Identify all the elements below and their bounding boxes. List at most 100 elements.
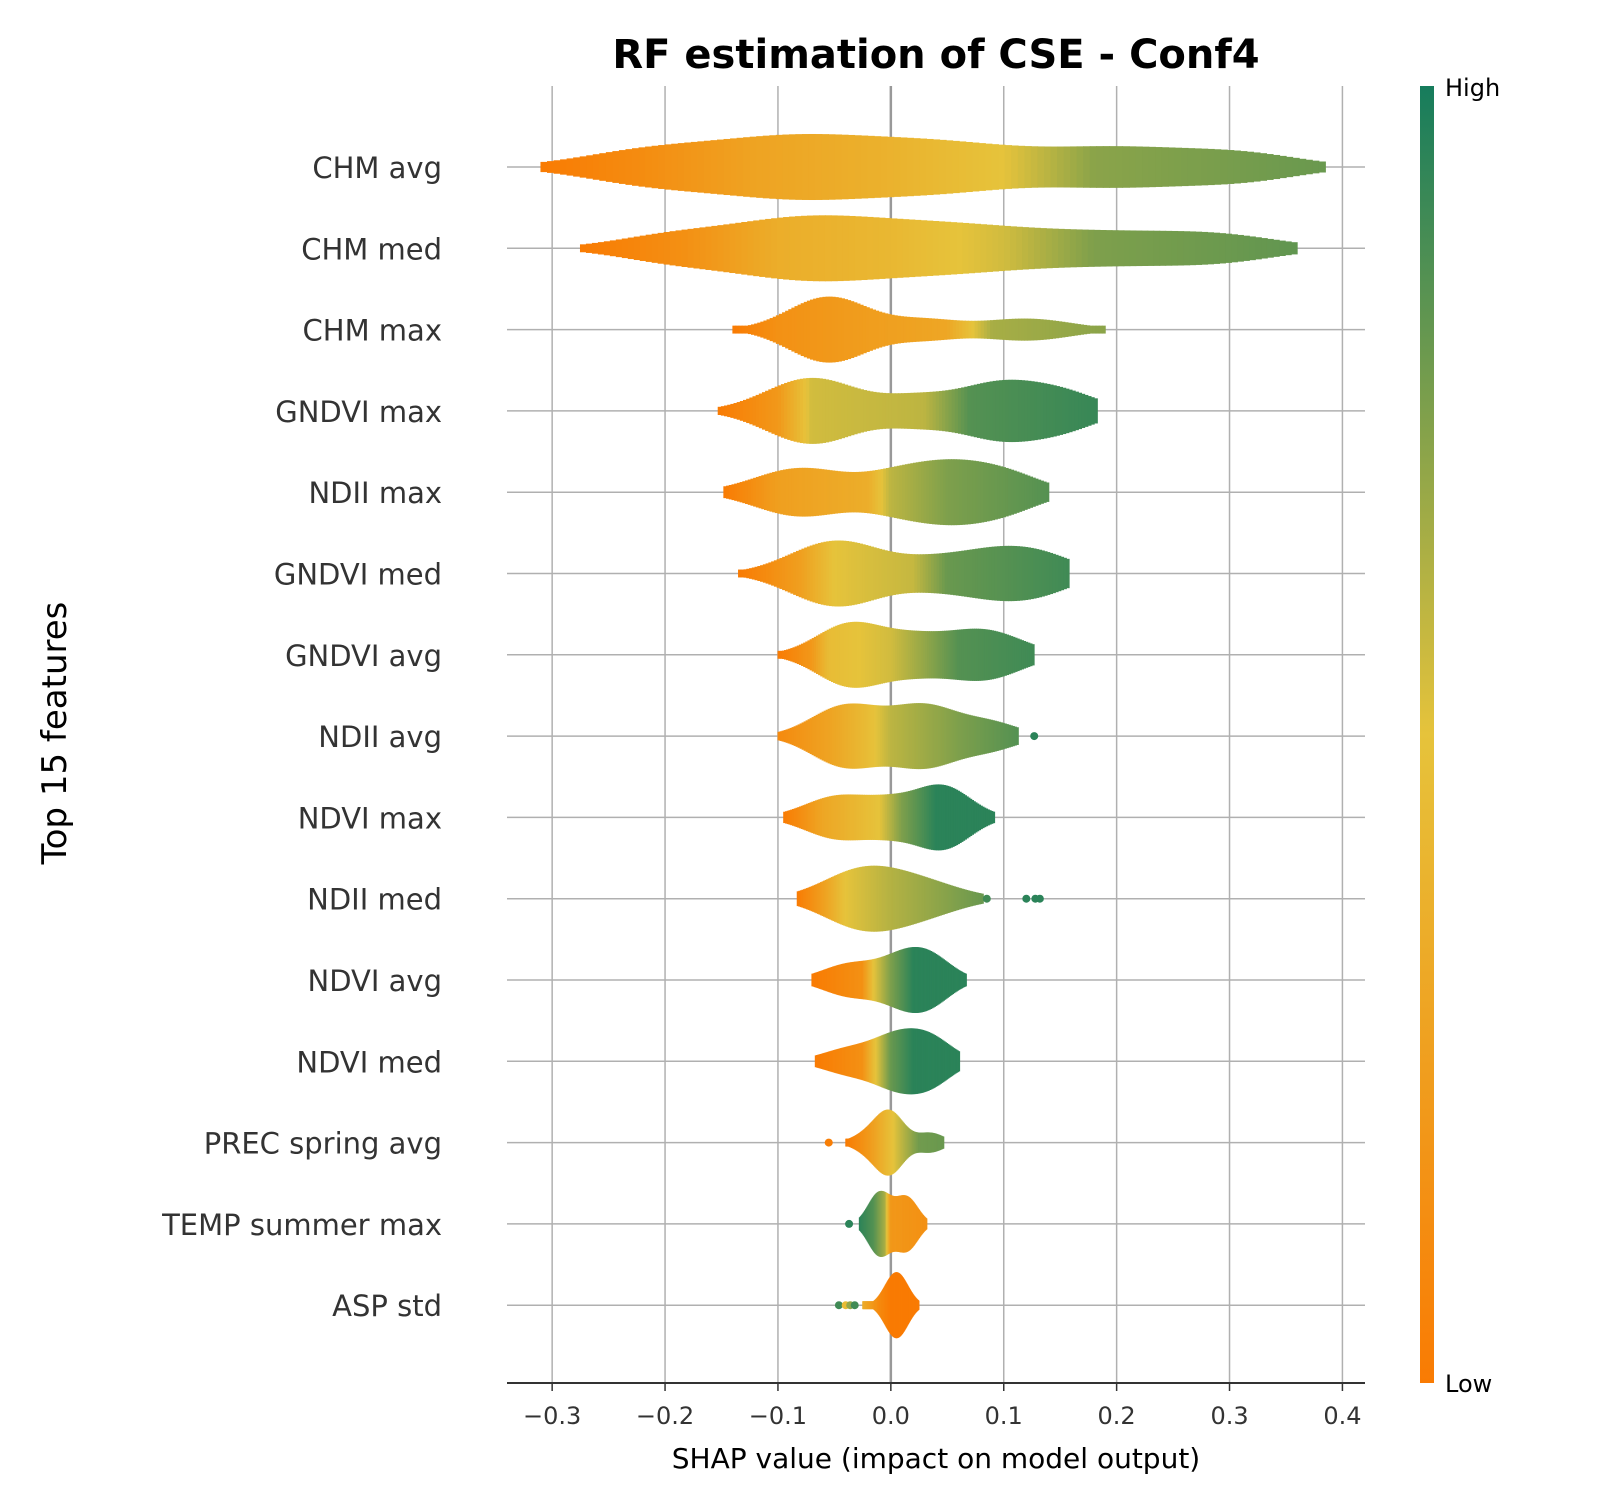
violin-slice bbox=[963, 629, 967, 681]
violin-slice bbox=[774, 386, 779, 436]
violin-slice bbox=[930, 878, 933, 919]
violin-slice bbox=[902, 1028, 905, 1094]
violin-slice bbox=[871, 1121, 874, 1165]
violin-slice bbox=[842, 215, 850, 281]
violin-slice bbox=[768, 389, 773, 433]
violin-slice bbox=[871, 959, 875, 1001]
violin-slice bbox=[883, 705, 887, 767]
violin-slice bbox=[919, 1029, 922, 1094]
violin-slice bbox=[927, 703, 931, 769]
violin-slice bbox=[889, 705, 893, 767]
violin-slice bbox=[948, 786, 952, 849]
violin-slice bbox=[913, 1131, 915, 1154]
violin-slice bbox=[906, 137, 914, 197]
violin-slice bbox=[869, 1123, 871, 1162]
violin-slice bbox=[717, 139, 725, 195]
violin-slice bbox=[953, 551, 957, 596]
violin-slice bbox=[962, 972, 965, 988]
violin-slice bbox=[909, 703, 913, 769]
violin-slice bbox=[810, 468, 814, 517]
violin-slice bbox=[1213, 149, 1222, 185]
violin-slice bbox=[965, 628, 969, 681]
violin-slice bbox=[946, 319, 951, 340]
violin-slice bbox=[884, 1033, 887, 1089]
violin-slice bbox=[618, 150, 627, 184]
violin-slice bbox=[753, 477, 757, 507]
violin-slice bbox=[837, 874, 840, 924]
violin-slice bbox=[947, 1043, 950, 1079]
violin-slice bbox=[922, 948, 925, 1012]
violin-slice bbox=[991, 464, 996, 521]
violin-slice bbox=[948, 459, 952, 526]
violin-slice bbox=[1059, 386, 1064, 435]
violin-slice bbox=[798, 549, 803, 598]
violin-slice bbox=[904, 393, 909, 429]
violin-slice bbox=[850, 386, 855, 436]
violin-slice bbox=[916, 392, 921, 430]
violin-slice bbox=[848, 215, 856, 281]
violin-slice bbox=[863, 390, 868, 432]
violin-slice bbox=[958, 141, 967, 193]
violin-slice bbox=[1014, 379, 1019, 442]
violin-slice bbox=[944, 960, 947, 1000]
violin-slice bbox=[914, 1131, 916, 1154]
violin-slice bbox=[881, 794, 885, 841]
violin-slice bbox=[855, 1135, 857, 1151]
violin-slice bbox=[1187, 148, 1196, 186]
violin-slice bbox=[877, 469, 882, 515]
violin-slice bbox=[1093, 229, 1101, 267]
violin-slice bbox=[921, 1029, 924, 1093]
violin-slice bbox=[842, 540, 847, 607]
violin-slice bbox=[897, 552, 902, 595]
violin-slice bbox=[787, 728, 791, 744]
violin-slice bbox=[919, 554, 924, 593]
violin-slice bbox=[891, 867, 894, 930]
violin-slice bbox=[942, 459, 947, 526]
violin-slice bbox=[997, 631, 1001, 678]
violin-slice bbox=[930, 553, 935, 594]
violin-slice bbox=[1010, 545, 1015, 602]
violin-slice bbox=[879, 705, 883, 767]
violin-slice bbox=[790, 648, 794, 662]
violin-slice bbox=[591, 242, 599, 254]
violin-slice bbox=[758, 476, 763, 509]
colorbar-high-label: High bbox=[1445, 74, 1500, 102]
violin-slice bbox=[917, 874, 921, 923]
violin-slice bbox=[905, 703, 909, 769]
violin-slice bbox=[901, 792, 904, 843]
violin-slice bbox=[687, 228, 695, 268]
violin-slice bbox=[944, 630, 948, 679]
violin-slice bbox=[923, 392, 928, 430]
violin-slice bbox=[899, 465, 903, 520]
violin-slice bbox=[841, 872, 845, 926]
violin-slice bbox=[878, 1113, 881, 1172]
violin-slice bbox=[724, 405, 728, 417]
violin-slice bbox=[902, 219, 910, 278]
violin-slice bbox=[645, 234, 653, 262]
violin-slice bbox=[959, 791, 962, 844]
violin-slice bbox=[902, 1122, 905, 1163]
violin-slice bbox=[840, 540, 844, 607]
violin-slice bbox=[813, 636, 817, 673]
violin-slice bbox=[929, 951, 933, 1009]
violin-slice bbox=[785, 729, 789, 743]
violin-slice bbox=[1039, 319, 1044, 340]
violin-slice bbox=[937, 955, 940, 1005]
violin-slice bbox=[1007, 724, 1011, 748]
violin-slice bbox=[1028, 227, 1035, 270]
violin-slice bbox=[837, 705, 841, 767]
violin-slice bbox=[953, 459, 958, 526]
violin-slice bbox=[989, 810, 992, 825]
violin-slice bbox=[941, 784, 945, 851]
violin-slice bbox=[991, 546, 996, 601]
violin-slice bbox=[1027, 547, 1032, 600]
violin-slice bbox=[816, 297, 821, 362]
violin-slice bbox=[897, 950, 900, 1010]
violin-slice bbox=[943, 319, 948, 340]
violin-slice bbox=[835, 625, 839, 684]
violin-slice bbox=[967, 797, 971, 838]
violin-slice bbox=[777, 385, 782, 437]
violin-slice bbox=[800, 303, 805, 357]
violin-slice bbox=[892, 793, 895, 842]
violin-slice bbox=[905, 630, 909, 680]
